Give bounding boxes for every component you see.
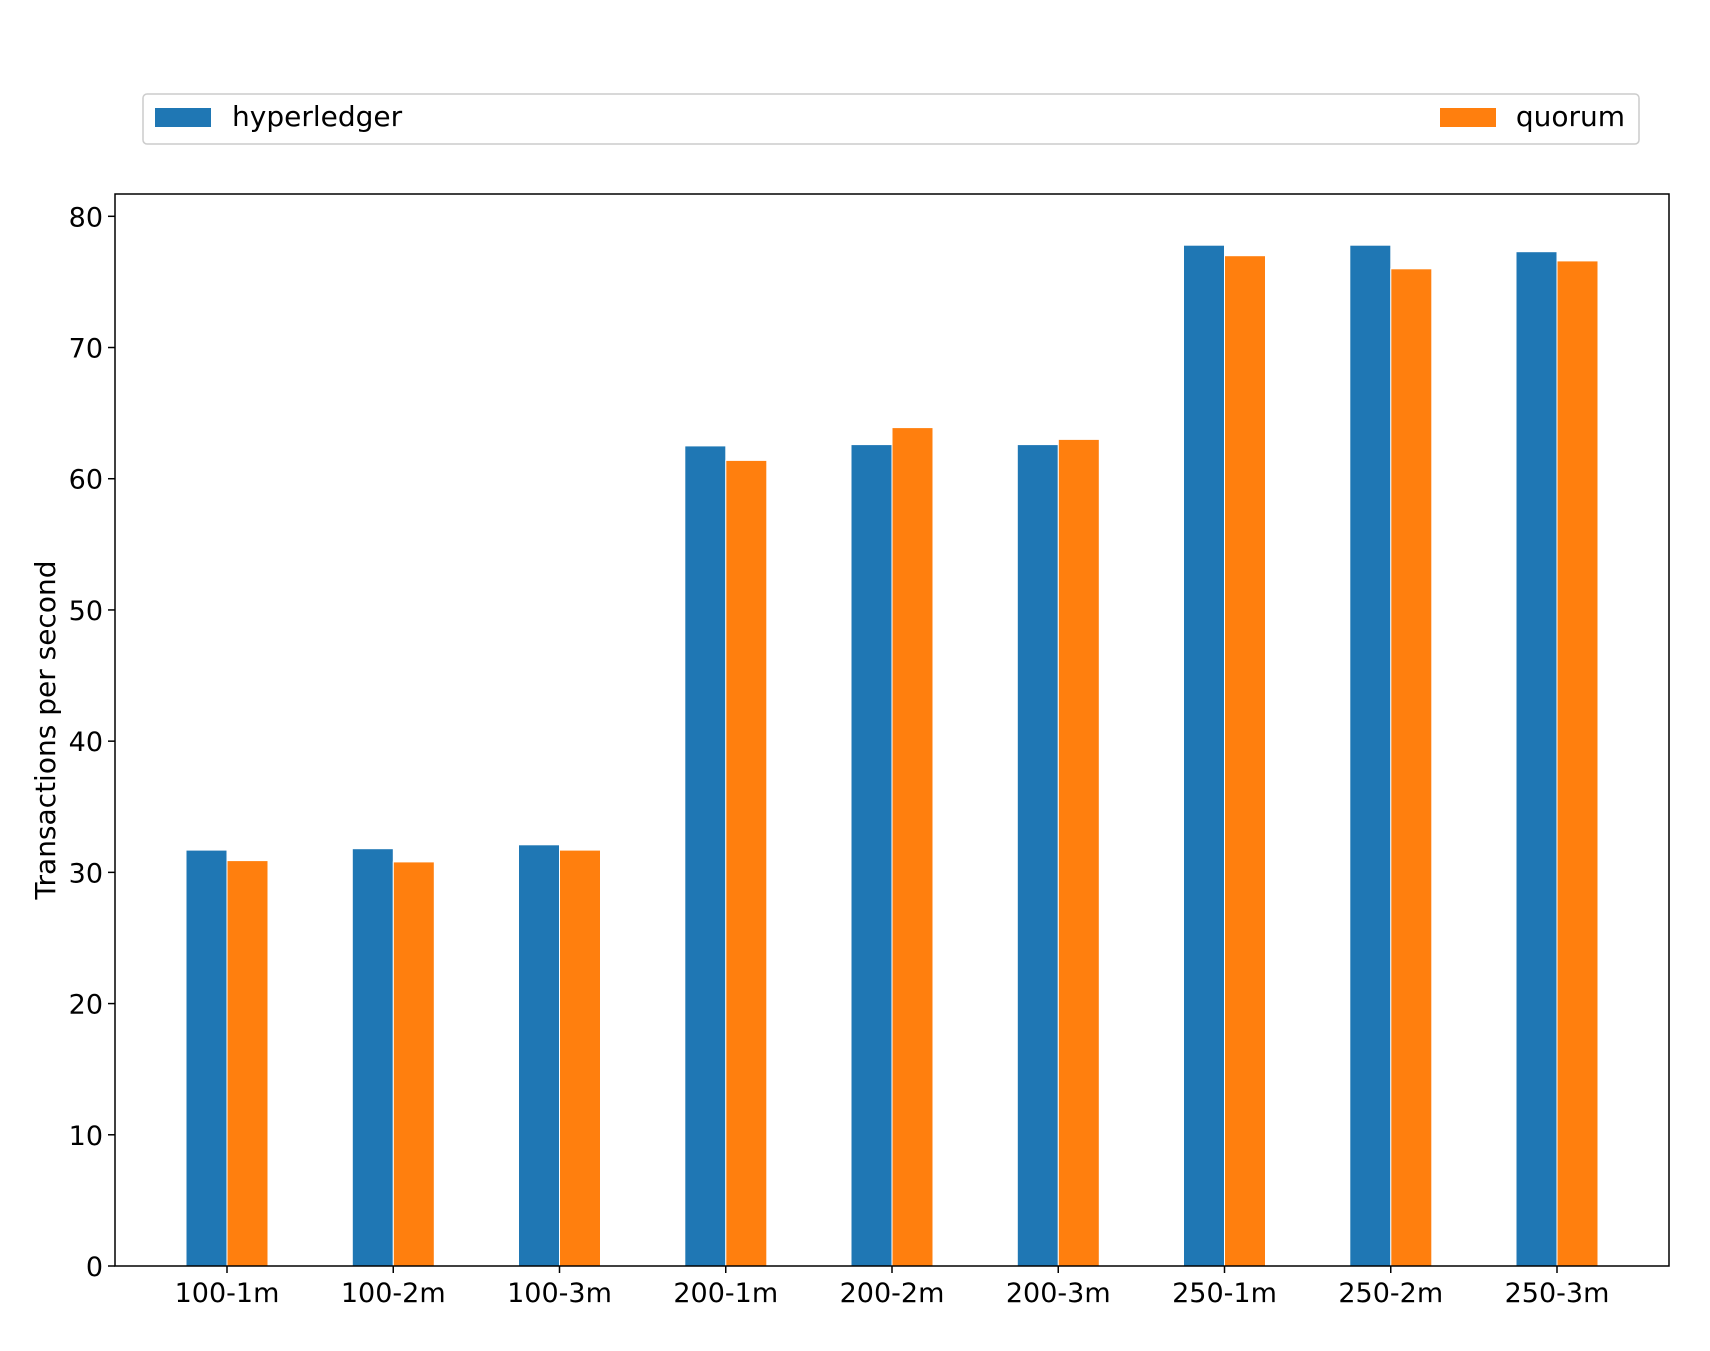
bar-hyperledger-200-2m xyxy=(850,444,893,1267)
legend-label-quorum: quorum xyxy=(1516,100,1625,133)
bar-hyperledger-200-3m xyxy=(1016,444,1059,1267)
bar-quorum-200-2m xyxy=(891,427,934,1267)
legend-label-hyperledger: hyperledger xyxy=(232,100,403,133)
y-tick-label: 50 xyxy=(69,596,103,627)
x-tick-label: 200-3m xyxy=(1006,1278,1111,1309)
y-tick-label: 0 xyxy=(86,1252,103,1283)
legend: hyperledger quorum xyxy=(142,93,1640,145)
legend-frame xyxy=(142,93,1640,145)
bar-hyperledger-250-2m xyxy=(1349,244,1392,1267)
y-tick-label: 20 xyxy=(69,990,103,1021)
x-tick-label: 250-2m xyxy=(1338,1278,1443,1309)
legend-swatch-quorum xyxy=(1440,108,1496,127)
y-axis-label: Transactions per second xyxy=(29,561,62,901)
plot-frame xyxy=(114,193,1670,1267)
bar-hyperledger-100-2m xyxy=(351,848,394,1267)
x-tick-label: 200-2m xyxy=(840,1278,945,1309)
bars xyxy=(185,244,1599,1267)
y-tick-label: 40 xyxy=(69,727,103,758)
x-tick-label: 100-1m xyxy=(175,1278,280,1309)
bar-quorum-200-1m xyxy=(725,459,768,1267)
bar-hyperledger-100-1m xyxy=(185,849,228,1267)
bar-quorum-250-1m xyxy=(1224,255,1266,1267)
bar-quorum-200-3m xyxy=(1057,438,1100,1267)
y-tick-label: 30 xyxy=(69,858,103,889)
legend-swatch-hyperledger xyxy=(155,108,211,127)
bar-quorum-250-2m xyxy=(1390,268,1433,1267)
x-tick-label: 200-1m xyxy=(673,1278,778,1309)
bar-hyperledger-250-3m xyxy=(1515,251,1558,1267)
bar-quorum-100-1m xyxy=(226,860,269,1267)
y-tick-label: 80 xyxy=(69,202,103,233)
bar-hyperledger-250-1m xyxy=(1183,244,1225,1267)
x-tick-label: 100-3m xyxy=(507,1278,612,1309)
x-tick-label: 250-1m xyxy=(1172,1278,1277,1309)
bar-quorum-100-2m xyxy=(392,861,435,1267)
bar-quorum-100-3m xyxy=(559,849,601,1267)
x-axis: 100-1m 100-2m 100-3m 200-1m 200-2m 200-3m 250-… xyxy=(175,1266,1610,1309)
x-tick-label: 100-2m xyxy=(341,1278,446,1309)
y-axis: 0 10 20 30 40 50 60 70 80 xyxy=(69,202,115,1283)
bar-hyperledger-200-1m xyxy=(684,445,727,1267)
y-tick-label: 10 xyxy=(69,1121,103,1152)
y-tick-label: 70 xyxy=(69,334,103,365)
x-tick-label: 250-3m xyxy=(1505,1278,1610,1309)
bar-hyperledger-100-3m xyxy=(518,844,560,1267)
bar-quorum-250-3m xyxy=(1556,260,1599,1267)
y-tick-label: 60 xyxy=(69,465,103,496)
